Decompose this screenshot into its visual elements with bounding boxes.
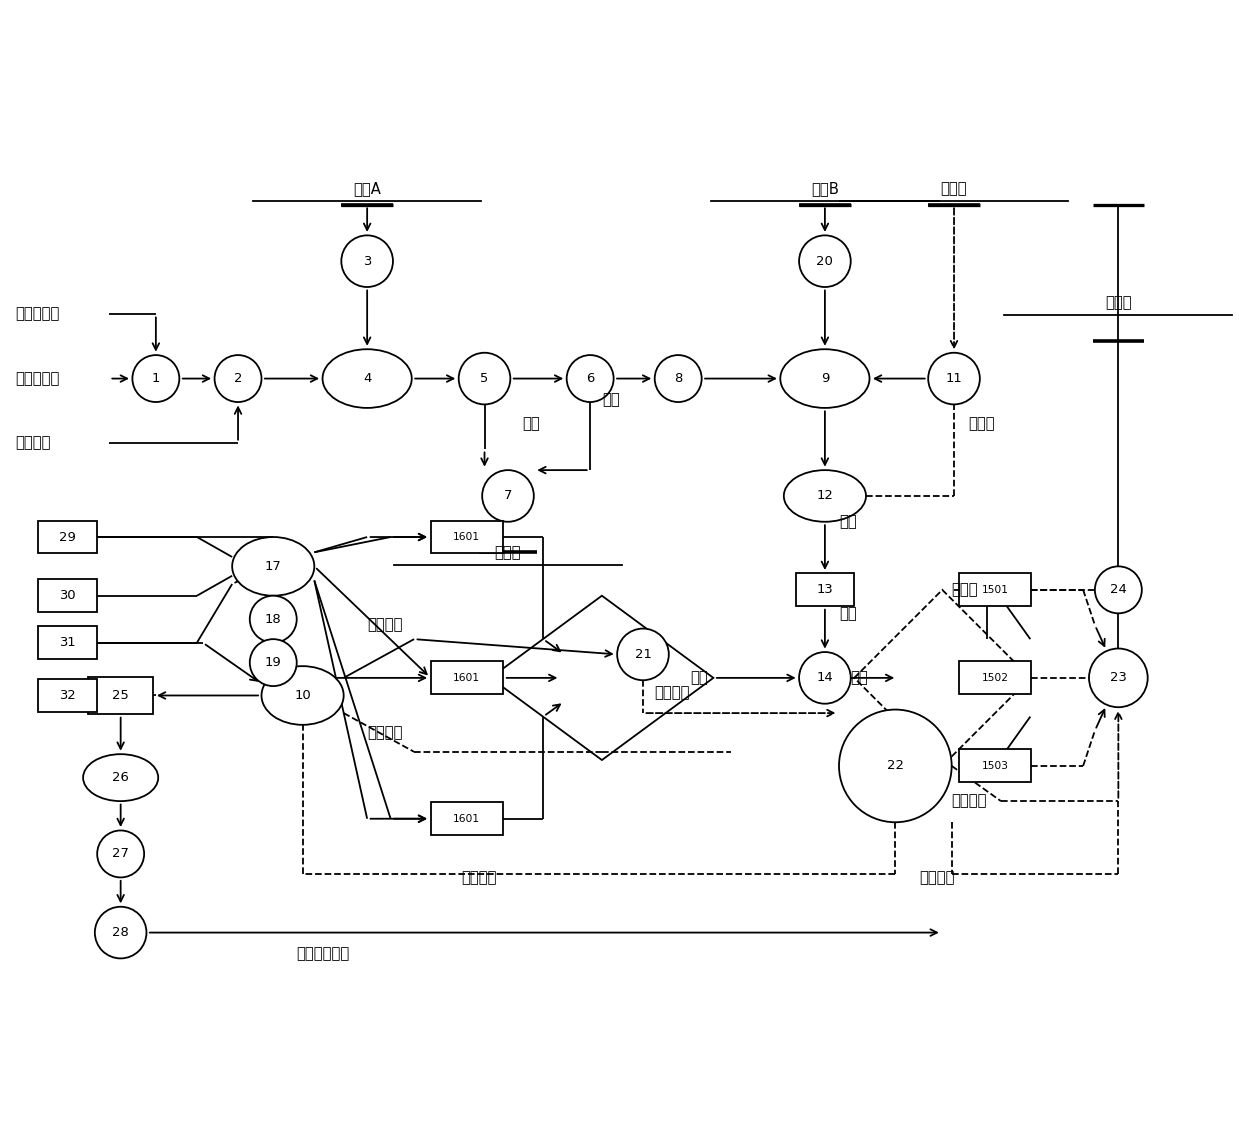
Text: 不凝气体: 不凝气体: [952, 794, 987, 808]
Text: 23: 23: [1110, 671, 1126, 685]
Circle shape: [839, 710, 952, 822]
Ellipse shape: [232, 537, 315, 595]
FancyBboxPatch shape: [959, 574, 1032, 606]
Text: 2: 2: [234, 372, 243, 386]
FancyBboxPatch shape: [430, 520, 503, 554]
Text: 14: 14: [817, 671, 834, 685]
Circle shape: [250, 639, 296, 686]
Circle shape: [458, 353, 510, 405]
Text: 17: 17: [265, 559, 281, 573]
Text: 28: 28: [113, 926, 129, 939]
Text: 32: 32: [59, 689, 77, 702]
Text: 二次铝灰: 二次铝灰: [15, 436, 51, 451]
Text: 1601: 1601: [453, 814, 481, 824]
Text: 金属铝: 金属铝: [494, 545, 522, 559]
Text: 26: 26: [113, 771, 129, 785]
Ellipse shape: [322, 350, 411, 408]
Text: 30: 30: [59, 590, 76, 602]
Text: 细粉: 细粉: [602, 392, 620, 407]
FancyBboxPatch shape: [430, 803, 503, 835]
Text: 24: 24: [1110, 583, 1126, 596]
Text: 8: 8: [674, 372, 683, 386]
Text: 液体: 液体: [851, 670, 869, 685]
Text: 27: 27: [113, 847, 129, 861]
Text: 1501: 1501: [981, 585, 1009, 595]
Text: 1601: 1601: [453, 532, 481, 543]
Text: 22: 22: [887, 759, 903, 772]
Text: 11: 11: [945, 372, 963, 386]
Text: 1601: 1601: [453, 673, 481, 683]
Text: 上部烟气: 上部烟气: [367, 618, 403, 632]
Text: 5: 5: [481, 372, 488, 386]
Text: 3: 3: [363, 254, 372, 268]
Text: 4: 4: [363, 372, 372, 386]
Text: 6: 6: [586, 372, 595, 386]
Text: 烟气余热: 烟气余热: [919, 870, 954, 884]
Ellipse shape: [784, 470, 866, 521]
Circle shape: [1095, 566, 1142, 613]
Circle shape: [95, 907, 146, 958]
Circle shape: [482, 470, 534, 521]
Text: 料浆: 料浆: [839, 605, 856, 621]
Circle shape: [566, 355, 613, 402]
Text: 1503: 1503: [981, 761, 1009, 771]
Circle shape: [133, 355, 180, 402]
FancyBboxPatch shape: [38, 520, 97, 554]
Text: 高温烟气: 高温烟气: [461, 870, 497, 884]
Text: 中部烟气: 中部烟气: [367, 725, 403, 741]
FancyBboxPatch shape: [959, 750, 1032, 782]
Text: 31: 31: [59, 636, 76, 649]
Circle shape: [799, 652, 851, 704]
FancyBboxPatch shape: [430, 661, 503, 694]
Circle shape: [799, 235, 851, 287]
Text: 13: 13: [817, 583, 833, 596]
Text: 废阴极炭块: 废阴极炭块: [15, 306, 59, 322]
Circle shape: [1089, 649, 1147, 707]
Text: 10: 10: [294, 689, 311, 702]
Text: 固体: 固体: [690, 670, 707, 685]
Text: 7: 7: [504, 490, 512, 502]
Text: 冷凝水: 冷凝水: [968, 416, 995, 430]
Text: 冷凝水: 冷凝水: [952, 582, 979, 597]
Circle shape: [97, 831, 144, 878]
Ellipse shape: [781, 350, 870, 408]
Circle shape: [654, 355, 701, 402]
Text: 20: 20: [817, 254, 834, 268]
Text: 9: 9: [820, 372, 829, 386]
FancyBboxPatch shape: [795, 574, 854, 606]
Text: 特种水泥产品: 特种水泥产品: [296, 946, 349, 961]
Text: 1: 1: [151, 372, 160, 386]
Circle shape: [250, 595, 296, 642]
FancyBboxPatch shape: [959, 661, 1032, 694]
Text: 粗粉: 粗粉: [522, 416, 540, 430]
Text: 气体: 气体: [839, 515, 856, 529]
Text: 自来水: 自来水: [940, 180, 968, 196]
Text: 19: 19: [265, 656, 281, 669]
Circle shape: [214, 355, 261, 402]
Text: 废耗火砖类: 废耗火砖类: [15, 371, 59, 386]
Text: 工业盐: 工业盐: [1105, 295, 1131, 309]
FancyBboxPatch shape: [38, 627, 97, 659]
FancyBboxPatch shape: [38, 679, 97, 712]
Text: 18: 18: [265, 613, 281, 626]
Circle shape: [341, 235, 393, 287]
Text: 不凝气体: 不凝气体: [654, 686, 690, 701]
Text: 助剂B: 助剂B: [812, 180, 839, 196]
FancyBboxPatch shape: [38, 580, 97, 612]
Text: 29: 29: [59, 530, 77, 544]
Text: 25: 25: [113, 689, 129, 702]
Text: 21: 21: [634, 648, 652, 661]
Circle shape: [928, 353, 980, 405]
FancyBboxPatch shape: [88, 677, 152, 714]
Text: 12: 12: [817, 490, 834, 502]
Text: 1502: 1502: [981, 673, 1009, 683]
Ellipse shape: [83, 754, 159, 802]
Text: 助剂A: 助剂A: [353, 180, 382, 196]
Circle shape: [617, 629, 669, 680]
Ellipse shape: [261, 666, 343, 725]
